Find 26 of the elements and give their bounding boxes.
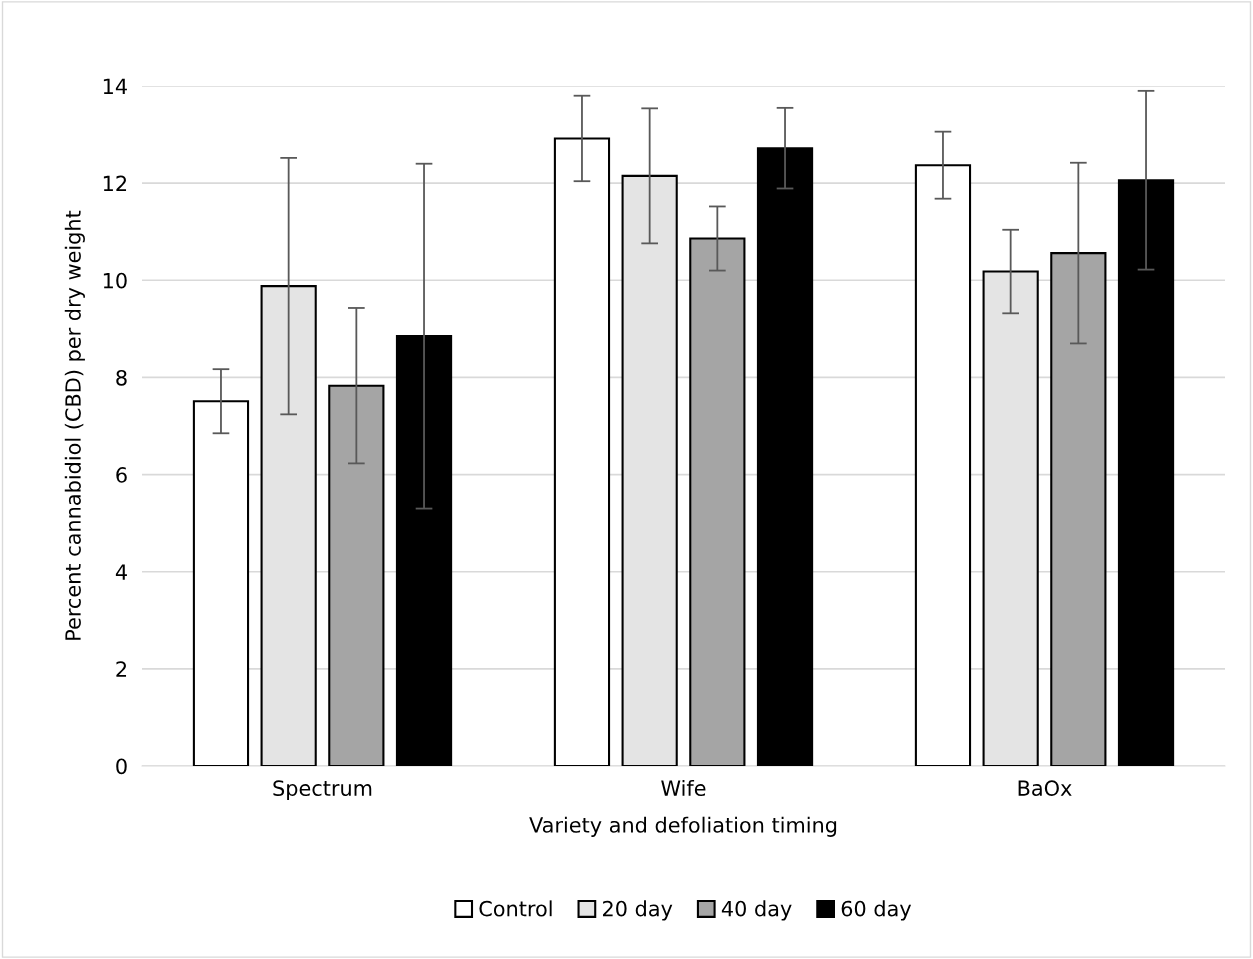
bar [689, 237, 746, 766]
bar [328, 384, 385, 766]
legend-label: Control [479, 900, 552, 917]
y-tick-label: 0 [116, 758, 127, 775]
y-tick-label: 8 [116, 369, 127, 386]
y-tick-label: 10 [103, 272, 127, 289]
y-tick-label: 6 [116, 467, 127, 483]
x-tick-label: BaOx [1018, 780, 1072, 797]
y-tick-label: 4 [115, 564, 127, 580]
legend-label: 20 day [602, 900, 673, 921]
y-tick-label: 12 [103, 175, 127, 192]
legend-label: 40 day [721, 900, 792, 921]
bar [553, 137, 611, 766]
bar [395, 335, 453, 766]
x-tick-label: Wife [661, 779, 706, 797]
y-tick-label: 14 [103, 78, 127, 94]
bar [1050, 252, 1107, 766]
x-tick-label: Spectrum [273, 780, 372, 801]
bar [756, 147, 814, 766]
y-tick-label: 2 [116, 661, 127, 677]
bar [192, 400, 250, 766]
x-axis-title: Variety and defoliation timing [529, 816, 837, 837]
legend-label: 60 day [841, 900, 912, 921]
bar [914, 164, 972, 766]
y-axis-title: Percent cannabidiol (CBD) per dry weight [64, 210, 85, 640]
bar [1117, 179, 1175, 766]
